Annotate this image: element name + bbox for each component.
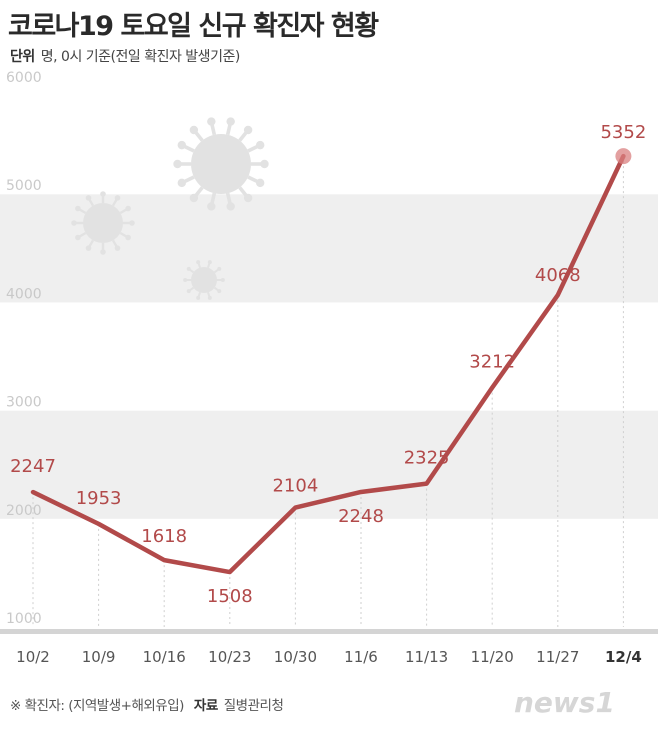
grid-band	[0, 302, 658, 411]
x-tick-label: 10/2	[16, 648, 50, 666]
line-chart: 1000 2000 3000 4000 5000 6000 2247 1953 1618 150…	[0, 70, 658, 666]
data-label: 2248	[338, 506, 384, 527]
x-tick-label: 11/6	[344, 648, 378, 666]
x-axis-ticks: 10/2 10/9 10/16 10/23 10/30 11/6 11/13 11/20 11/…	[16, 648, 642, 666]
x-tick-label: 10/23	[208, 648, 251, 666]
footnote: ※ 확진자: (지역발생+해외유입)	[10, 698, 184, 714]
unit-text: 명, 0시 기준(전일 확진자 발생기준)	[40, 49, 241, 65]
series-line-path	[30, 153, 626, 575]
data-label: 1953	[76, 488, 122, 509]
x-tick-label: 10/9	[82, 648, 116, 666]
logo-text: news1	[514, 686, 615, 719]
y-tick-label: 5000	[6, 178, 42, 194]
data-label: 4068	[535, 265, 581, 286]
unit-note: 단위 명, 0시 기준(전일 확진자 발생기준)	[10, 46, 240, 66]
footer: ※ 확진자: (지역발생+해외유입) 자료 질병관리청	[10, 694, 284, 714]
grid-band	[0, 86, 658, 195]
data-label: 2247	[10, 456, 56, 477]
chart-title: 코로나19 토요일 신규 확진자 현황	[8, 11, 379, 42]
virus-icon	[183, 260, 225, 300]
x-tick-label: 10/16	[143, 648, 186, 666]
y-tick-label: 6000	[6, 70, 42, 86]
virus-icons	[71, 117, 269, 300]
data-label: 5352	[600, 122, 646, 143]
source-label: 자료	[193, 698, 218, 714]
data-label: 2325	[404, 448, 450, 469]
y-tick-label: 4000	[6, 286, 42, 302]
x-tick-label: 10/30	[274, 648, 317, 666]
y-axis-ticks: 1000 2000 3000 4000 5000 6000	[6, 70, 42, 627]
data-label: 1508	[207, 586, 253, 607]
x-tick-label: 11/20	[471, 648, 514, 666]
data-labels: 2247 1953 1618 1508 2104 2248 2325 3212 4068 5352	[10, 122, 646, 607]
data-points	[615, 148, 632, 165]
data-label: 2104	[272, 476, 318, 497]
y-tick-label: 3000	[6, 395, 42, 411]
x-tick-label: 11/13	[405, 648, 448, 666]
news1-logo: news1	[512, 682, 646, 722]
unit-label: 단위	[10, 49, 35, 65]
virus-icon	[173, 117, 269, 211]
data-label: 1618	[141, 526, 187, 547]
y-tick-label: 1000	[6, 611, 42, 627]
x-tick-label: 12/4	[605, 648, 642, 666]
highlight-point	[615, 148, 632, 165]
grid-band	[0, 518, 658, 627]
virus-icon	[71, 191, 135, 255]
x-axis-baseline	[0, 629, 658, 634]
x-tick-label: 11/27	[536, 648, 579, 666]
chart-baseline	[0, 629, 658, 634]
data-label: 3212	[469, 352, 515, 373]
series-line	[30, 153, 626, 575]
y-tick-label: 2000	[6, 503, 42, 519]
source-text: 질병관리청	[223, 698, 284, 714]
guide-lines	[32, 156, 624, 627]
